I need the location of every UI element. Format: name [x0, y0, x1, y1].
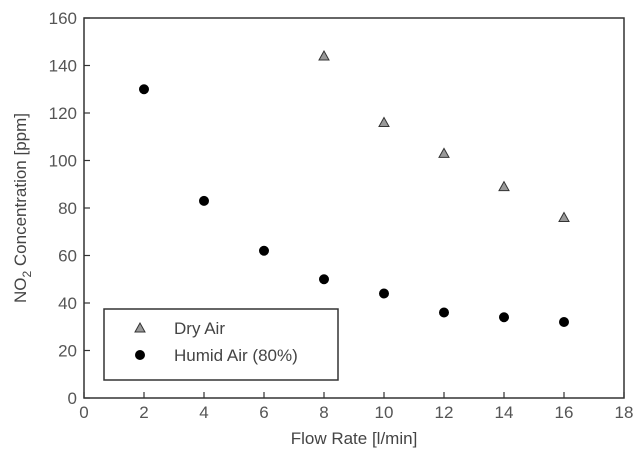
x-tick-label: 18	[615, 403, 633, 422]
dry-air-point	[378, 116, 390, 127]
x-tick-label: 2	[139, 403, 148, 422]
x-tick-label: 4	[199, 403, 208, 422]
x-tick-label: 0	[79, 403, 88, 422]
x-tick-label: 12	[435, 403, 454, 422]
humid-air-point	[379, 288, 389, 299]
humid-air-point	[319, 274, 329, 285]
dry-air-point	[498, 180, 510, 192]
legend-label: Humid Air (80%)	[174, 346, 298, 365]
y-tick-label: 100	[49, 152, 77, 171]
x-tick-label: 16	[555, 403, 574, 422]
legend-marker-humid-air	[135, 350, 145, 360]
dry-air-point	[558, 211, 570, 222]
data-markers	[139, 49, 570, 327]
legend-label: Dry Air	[174, 319, 225, 338]
humid-air-point	[559, 317, 569, 327]
x-axis-label: Flow Rate [l/min]	[291, 429, 418, 448]
humid-air-point	[499, 312, 509, 323]
y-tick-label: 140	[49, 57, 77, 76]
humid-air-point	[259, 245, 269, 256]
x-tick-label: 14	[495, 403, 514, 422]
y-axis-ticks: 0 20 40 60 80 100 120 140 160	[49, 9, 90, 408]
y-axis-label: NO2 Concentration [ppm]	[11, 113, 34, 303]
humid-air-point	[199, 195, 209, 206]
humid-air-point	[439, 307, 449, 318]
legend: Dry Air Humid Air (80%)	[103, 308, 339, 381]
y-axis-label-prefix: NO	[11, 278, 30, 304]
dry-air-point	[438, 147, 450, 158]
x-tick-label: 6	[259, 403, 268, 422]
x-axis-ticks: 0 2 4 6 8 10 12 14 16 18	[79, 392, 633, 422]
y-axis-label-suffix: Concentration [ppm]	[11, 113, 30, 271]
y-tick-label: 0	[68, 389, 77, 408]
y-tick-label: 40	[58, 294, 77, 313]
x-tick-label: 8	[319, 403, 328, 422]
y-axis-label-subscript: 2	[20, 271, 34, 278]
y-tick-label: 60	[58, 247, 77, 266]
dry-air-point	[318, 49, 330, 61]
y-tick-label: 20	[58, 342, 77, 361]
legend-marker-dry-air	[134, 321, 146, 333]
y-tick-label: 120	[49, 104, 77, 123]
humid-air-point	[139, 84, 149, 95]
y-tick-label: 80	[58, 199, 77, 218]
y-tick-label: 160	[49, 9, 77, 28]
x-tick-label: 10	[375, 403, 394, 422]
legend-box	[103, 308, 339, 381]
